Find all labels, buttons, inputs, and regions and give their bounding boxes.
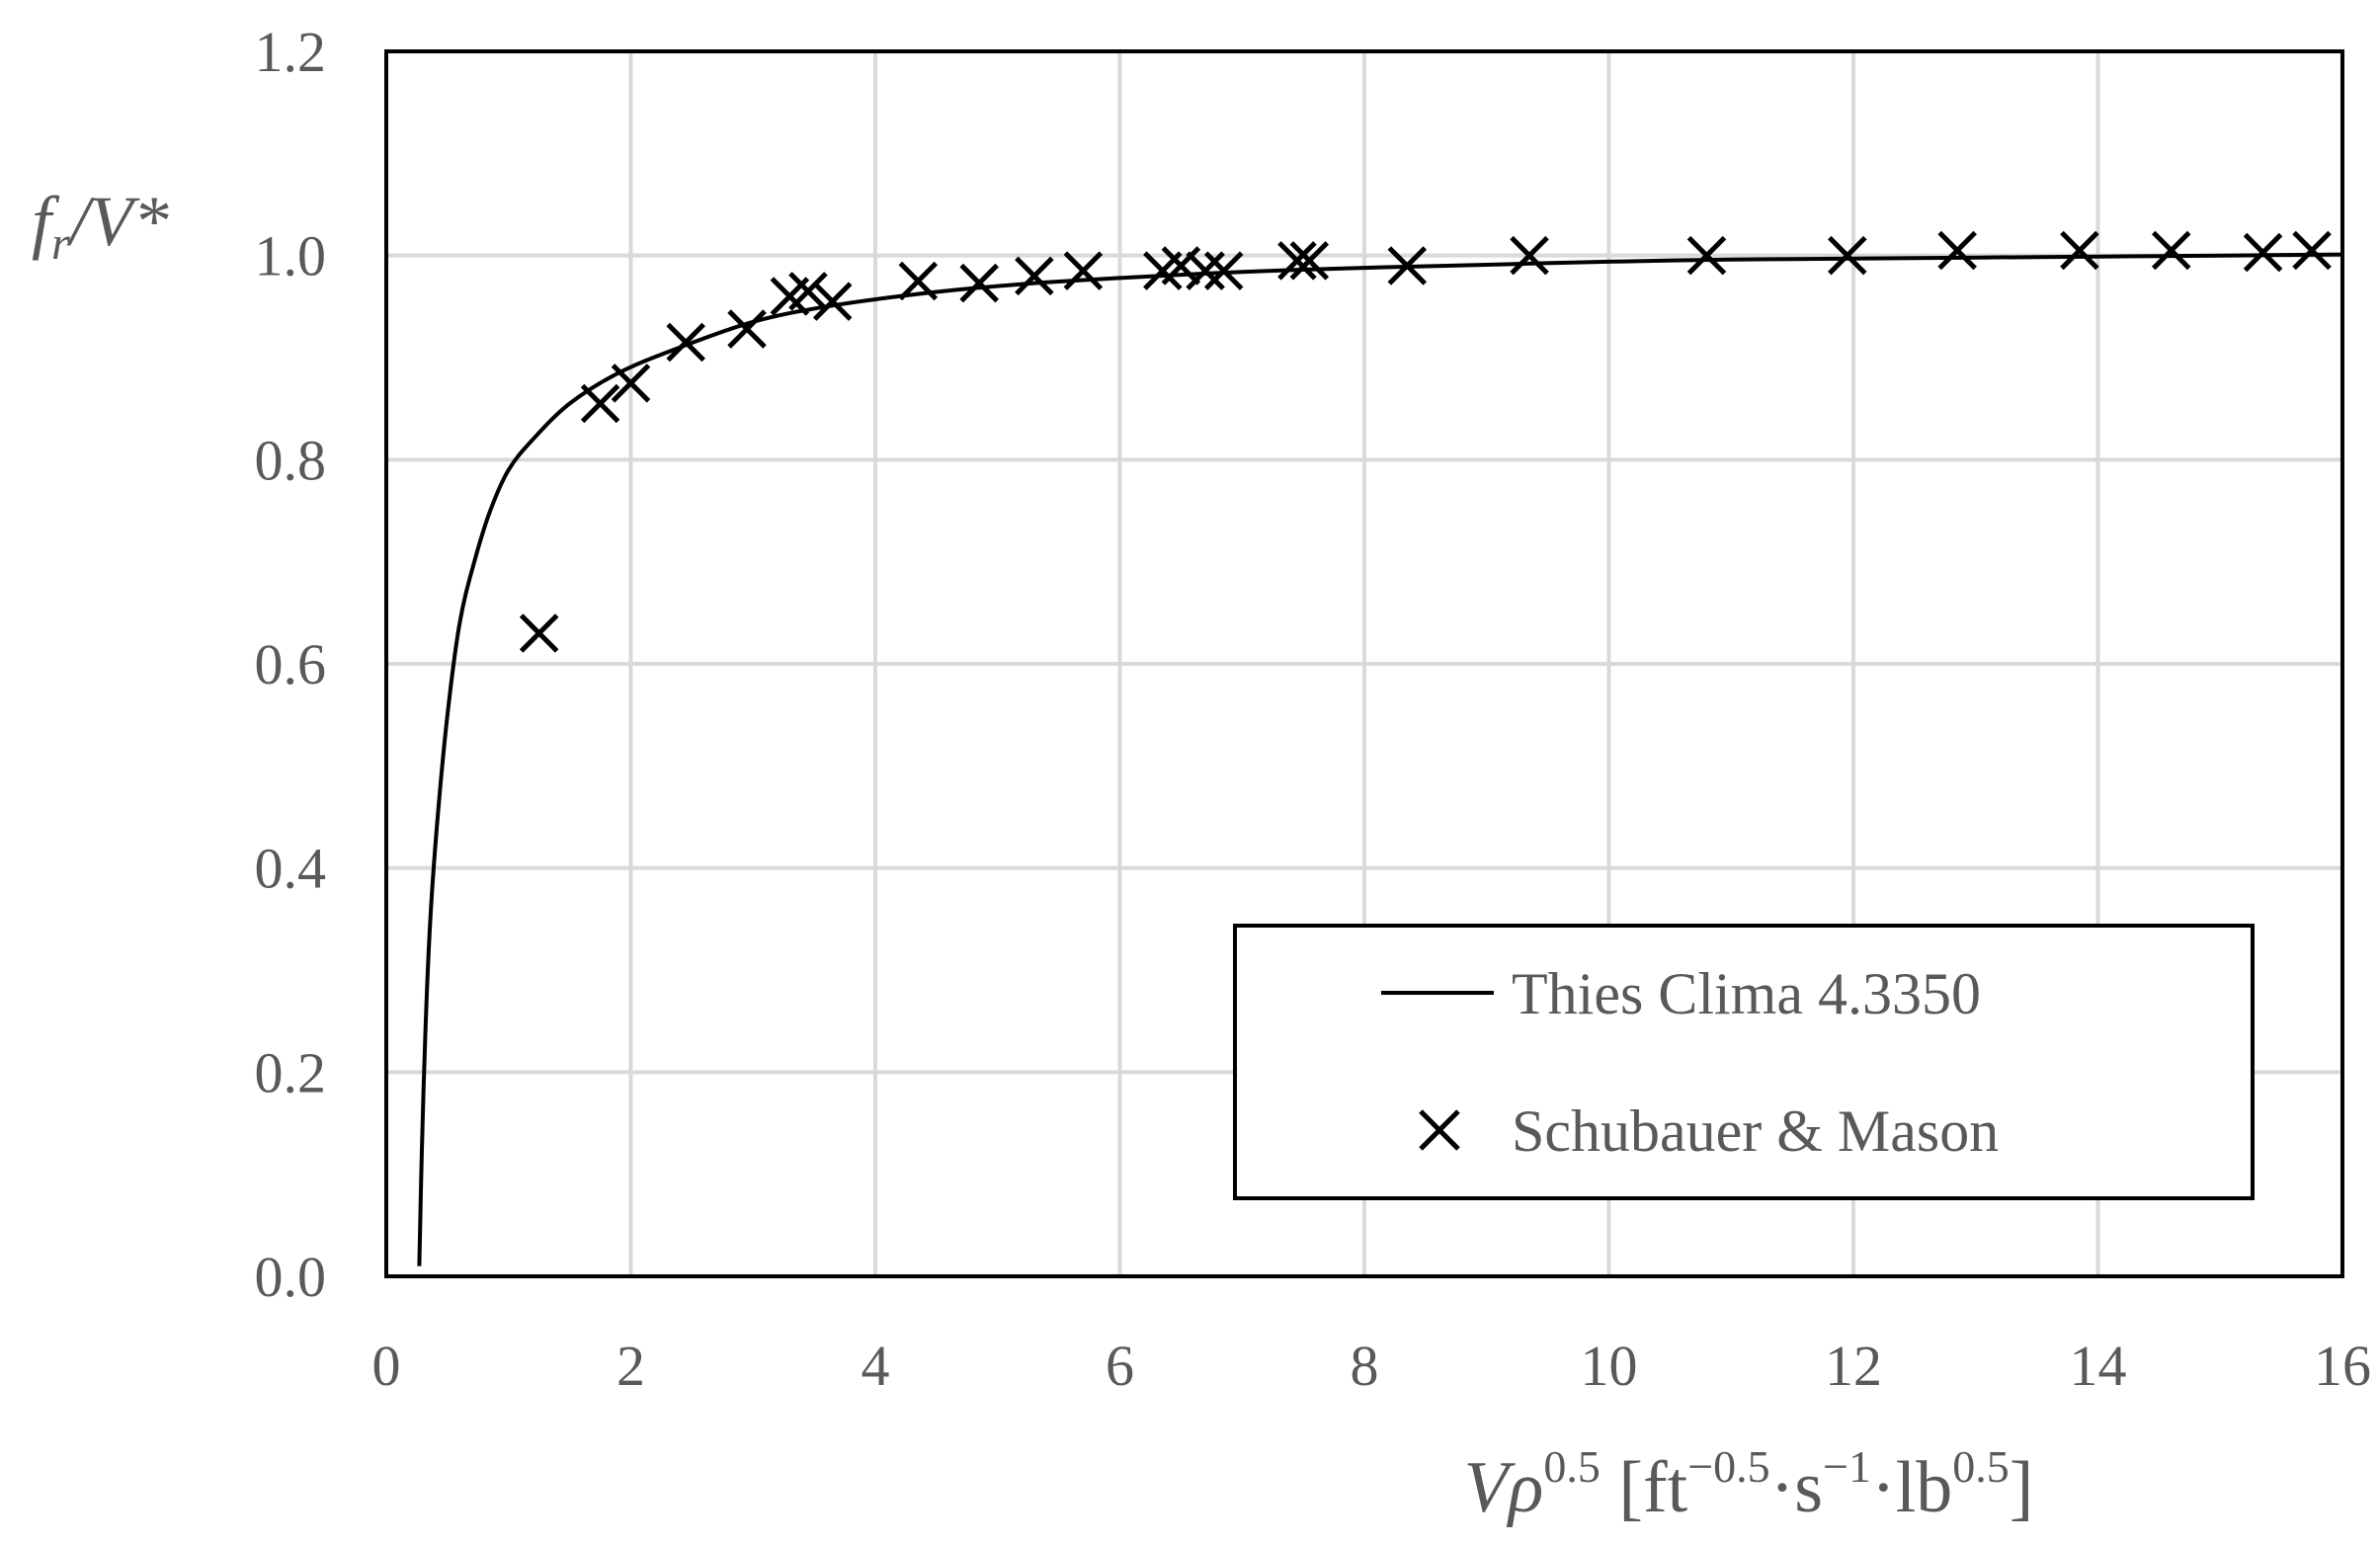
data-point-schubauer-mason xyxy=(1937,230,1977,271)
data-point-schubauer-mason xyxy=(519,613,559,653)
data-point-schubauer-mason xyxy=(788,272,828,311)
x-tick-label: 12 xyxy=(1825,1334,1882,1398)
x-tick-label: 16 xyxy=(2314,1334,2371,1398)
x-tick-label: 14 xyxy=(2070,1334,2127,1398)
data-point-schubauer-mason xyxy=(727,309,767,349)
data-point-schubauer-mason xyxy=(580,383,620,424)
data-point-schubauer-mason xyxy=(1203,251,1244,290)
x-tick-label: 4 xyxy=(862,1334,890,1398)
data-point-schubauer-mason xyxy=(611,364,651,403)
y-tick-label: 1.0 xyxy=(255,224,327,288)
data-point-schubauer-mason xyxy=(1510,235,1549,276)
data-point-schubauer-mason xyxy=(1161,246,1201,285)
plot-area-frame xyxy=(384,49,2344,1278)
x-tick-label: 0 xyxy=(372,1334,401,1398)
data-point-schubauer-mason xyxy=(1063,251,1104,290)
marker-layer xyxy=(519,230,2332,653)
grid xyxy=(386,51,2342,1276)
x-axis-label-exp3: −1 xyxy=(1823,1441,1871,1492)
legend-line-label: Thies Clima 4.3350 xyxy=(1512,961,1981,1026)
y-tick-label: 0.2 xyxy=(255,1040,327,1104)
data-point-schubauer-mason xyxy=(1289,241,1330,281)
x-axis-label-unit-s: ·s xyxy=(1770,1447,1823,1528)
x-tick-label: 2 xyxy=(616,1334,645,1398)
y-axis-label-rest: /V* xyxy=(66,182,169,261)
legend-box xyxy=(1233,924,2255,1200)
x-axis-label-exp4: 0.5 xyxy=(1952,1441,2010,1492)
data-point-schubauer-mason xyxy=(959,263,999,303)
data-point-schubauer-mason xyxy=(898,261,939,301)
x-tick-label: 10 xyxy=(1581,1334,1638,1398)
data-point-schubauer-mason xyxy=(1015,256,1054,296)
y-axis-label-sub: r xyxy=(51,217,70,270)
y-tick-label: 0.8 xyxy=(255,428,327,492)
x-axis-label-bracket-open: [ft xyxy=(1600,1447,1688,1528)
data-point-schubauer-mason xyxy=(1828,235,1867,276)
legend: Thies Clima 4.3350 Schubauer & Mason xyxy=(1233,924,2255,1200)
data-point-schubauer-mason xyxy=(2243,232,2283,273)
y-tick-label: 0.6 xyxy=(255,632,327,696)
data-point-schubauer-mason xyxy=(2292,230,2332,271)
x-axis-label-exp2: −0.5 xyxy=(1687,1441,1769,1492)
x-tick-label: 8 xyxy=(1351,1334,1379,1398)
y-axis-label: fr/V* xyxy=(32,182,169,270)
y-tick-label: 1.2 xyxy=(255,20,327,84)
data-point-schubauer-mason xyxy=(1277,241,1317,281)
x-axis-label-unit-lb: ·lb xyxy=(1871,1447,1952,1528)
data-point-schubauer-mason xyxy=(2151,230,2191,271)
data-point-schubauer-mason xyxy=(1387,246,1428,285)
y-tick-label: 0.4 xyxy=(255,837,327,901)
y-tick-labels: 0.0 0.2 0.4 0.6 0.8 1.0 1.2 xyxy=(255,20,327,1309)
y-tick-label: 0.0 xyxy=(255,1245,327,1309)
data-point-schubauer-mason xyxy=(666,322,705,363)
x-axis-label-main: Vρ xyxy=(1464,1447,1544,1528)
data-point-schubauer-mason xyxy=(1686,235,1727,276)
x-axis-label-exp1: 0.5 xyxy=(1543,1441,1600,1492)
legend-x-marker xyxy=(1419,1109,1460,1151)
data-point-schubauer-mason xyxy=(2060,230,2099,271)
data-point-schubauer-mason xyxy=(1186,251,1225,290)
x-tick-label: 6 xyxy=(1106,1334,1134,1398)
x-axis-label: Vρ0.5 [ft−0.5·s−1·lb0.5] xyxy=(1464,1441,2034,1528)
x-axis-label-bracket-close: ] xyxy=(2010,1447,2034,1528)
x-tick-labels: 0 2 4 6 8 10 12 14 16 xyxy=(372,1334,2372,1398)
legend-marker-label: Schubauer & Mason xyxy=(1512,1098,1999,1164)
data-point-schubauer-mason xyxy=(812,282,853,321)
